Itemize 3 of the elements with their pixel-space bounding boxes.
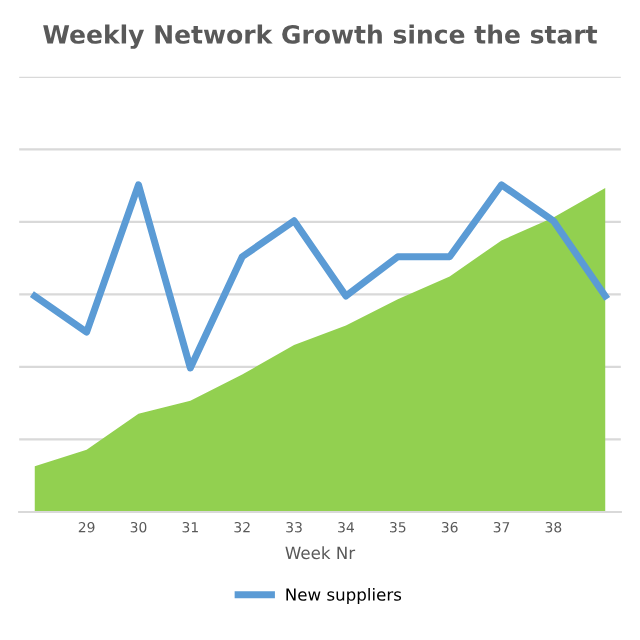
legend-label: New suppliers <box>286 587 402 605</box>
chart-title: Weekly Network Growth since the start <box>43 24 598 49</box>
x-axis-title: Week Nr <box>285 546 356 560</box>
